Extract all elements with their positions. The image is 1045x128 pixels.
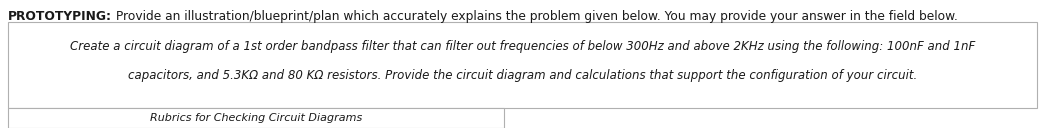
Text: Rubrics for Checking Circuit Diagrams: Rubrics for Checking Circuit Diagrams [150, 113, 363, 123]
Text: Create a circuit diagram of a 1st order bandpass filter that can filter out freq: Create a circuit diagram of a 1st order … [70, 40, 975, 53]
Text: PROTOTYPING:: PROTOTYPING: [8, 10, 112, 23]
Text: Provide an illustration/blueprint/plan which accurately explains the problem giv: Provide an illustration/blueprint/plan w… [112, 10, 958, 23]
Bar [8, 22, 1037, 108]
Text: capacitors, and 5.3KΩ and 80 KΩ resistors. Provide the circuit diagram and calcu: capacitors, and 5.3KΩ and 80 KΩ resistor… [127, 69, 918, 82]
Bar [8, 108, 505, 128]
